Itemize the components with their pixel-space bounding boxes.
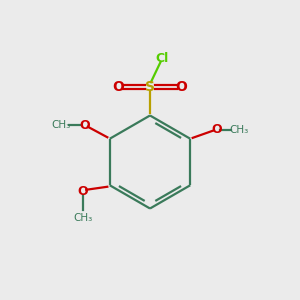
Text: CH₃: CH₃: [73, 213, 92, 223]
Text: O: O: [77, 185, 88, 198]
Text: CH₃: CH₃: [51, 120, 70, 130]
Text: Cl: Cl: [155, 52, 169, 65]
Text: CH₃: CH₃: [230, 125, 249, 135]
Text: O: O: [176, 80, 188, 94]
Text: O: O: [79, 119, 89, 132]
Text: O: O: [212, 123, 222, 136]
Text: S: S: [145, 80, 155, 94]
Text: O: O: [112, 80, 124, 94]
